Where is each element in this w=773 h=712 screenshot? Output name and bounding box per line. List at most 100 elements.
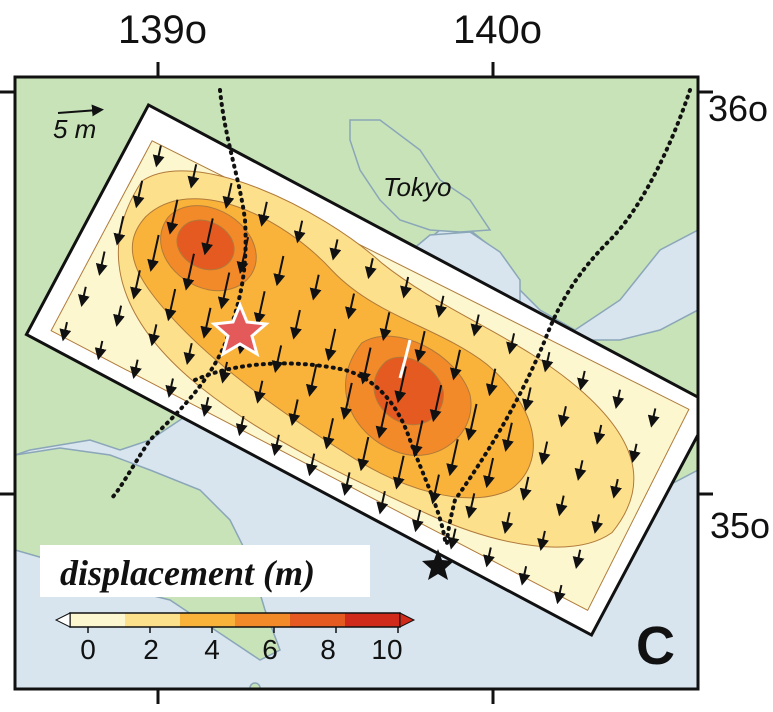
slip-arrow	[414, 330, 427, 363]
slip-arrow	[394, 366, 407, 404]
scale-label: 5 m	[53, 114, 97, 144]
slip-arrow	[288, 399, 301, 427]
slip-arrow	[574, 460, 587, 481]
slip-arrow	[270, 434, 283, 457]
slip-arrow	[572, 549, 585, 570]
slip-arrow	[555, 495, 568, 517]
legend-title: displacement (m)	[60, 553, 315, 593]
slip-arrow	[147, 234, 160, 272]
slip-arrow	[130, 359, 142, 380]
slip-arrow	[465, 493, 478, 519]
slip-arrow	[113, 305, 125, 327]
slip-arrow	[429, 474, 441, 505]
slip-arrow	[647, 408, 660, 428]
fault-trace	[398, 339, 412, 379]
slip-arrow	[273, 255, 286, 287]
slip-arrow	[522, 387, 534, 412]
slip-arrow	[305, 453, 318, 477]
legend-tick-label: 4	[204, 634, 220, 665]
slip-arrow	[593, 424, 606, 445]
lon-label-139: 139o	[118, 8, 207, 52]
panel-letter: C	[636, 616, 675, 676]
slip-arrow	[217, 272, 231, 310]
red-star-icon	[210, 301, 270, 358]
city-label-tokyo: Tokyo	[383, 172, 452, 202]
slip-arrow	[182, 253, 195, 291]
slip-arrow	[375, 401, 389, 439]
colorbar-low-cap	[54, 612, 71, 628]
rupture-plane	[24, 102, 698, 638]
epicenter-star	[210, 301, 270, 358]
slip-arrow	[253, 291, 266, 326]
slip-arrow	[364, 258, 377, 280]
slip-arrow	[610, 478, 622, 499]
slip-arrow	[447, 528, 460, 550]
slip-arrow	[538, 441, 551, 466]
boundary-line-east	[445, 88, 692, 547]
slip-arrow	[201, 218, 214, 256]
slip-arrow	[629, 443, 641, 464]
slip-arrow	[148, 324, 161, 347]
slip-arrow	[435, 295, 448, 318]
slip-arrow	[94, 340, 107, 361]
slip-arrow	[164, 288, 177, 322]
slip-arrow	[222, 182, 235, 209]
slip-arrow	[501, 511, 514, 534]
legend-tick-label: 10	[371, 634, 403, 665]
black-star-icon	[422, 549, 454, 580]
slip-arrow	[200, 307, 213, 339]
slip-arrow	[59, 321, 72, 342]
slip-arrow	[113, 215, 126, 246]
slip-arrow	[166, 199, 179, 235]
legend-tick-label: 0	[80, 634, 96, 665]
legend-title-box	[40, 545, 370, 597]
slip-arrow	[612, 389, 625, 409]
slip-arrow	[376, 490, 389, 515]
colorbar-swatch	[290, 613, 346, 627]
slip-arrow	[290, 309, 302, 340]
slip-arrow	[152, 145, 165, 168]
colorbar-swatch	[345, 613, 401, 627]
slip-arrow	[254, 380, 266, 404]
slip-arrow	[541, 351, 554, 373]
colorbar	[40, 545, 416, 633]
slip-arrow	[400, 276, 412, 299]
slip-arrow	[324, 328, 337, 362]
lat-label-36: 36o	[708, 88, 769, 129]
slip-arrow	[483, 547, 495, 568]
slip-arrow	[258, 201, 270, 227]
slip-arrow	[410, 420, 424, 458]
colorbar-swatch	[70, 613, 126, 627]
slip-arrow	[591, 514, 604, 534]
slip-arrow	[537, 530, 549, 551]
slip-arrow	[345, 293, 357, 320]
slip-arrow	[485, 368, 498, 397]
slip-arrow	[577, 370, 589, 391]
boundary-line-central	[193, 361, 447, 542]
slip-arrow	[187, 164, 200, 189]
frame-ticks	[0, 62, 713, 704]
slip-arrow	[379, 312, 392, 341]
slip-arrow	[218, 361, 231, 384]
colorbar-high-cap	[399, 612, 416, 628]
slip-arrow	[465, 403, 478, 441]
legend-tick-label: 2	[143, 634, 159, 665]
slip-arrow	[305, 363, 318, 397]
land-north-peninsula	[349, 119, 492, 233]
colorbar-swatch	[125, 613, 181, 627]
slip-arrow	[553, 584, 566, 605]
legend-tick-label: 6	[262, 634, 278, 665]
slip-arrow	[293, 220, 306, 244]
slip-arrow	[446, 439, 459, 477]
slip-arrow	[506, 333, 518, 355]
slip-arrow	[309, 274, 322, 301]
slip-arrow	[165, 378, 178, 398]
slip-arrow	[322, 418, 335, 450]
slip-arrow	[78, 286, 90, 308]
legend-tick-label: 8	[320, 634, 336, 665]
slip-arrow	[519, 476, 532, 501]
slip-arrow	[470, 314, 483, 337]
slip-arrow	[130, 270, 142, 300]
slip-arrow	[357, 436, 370, 472]
